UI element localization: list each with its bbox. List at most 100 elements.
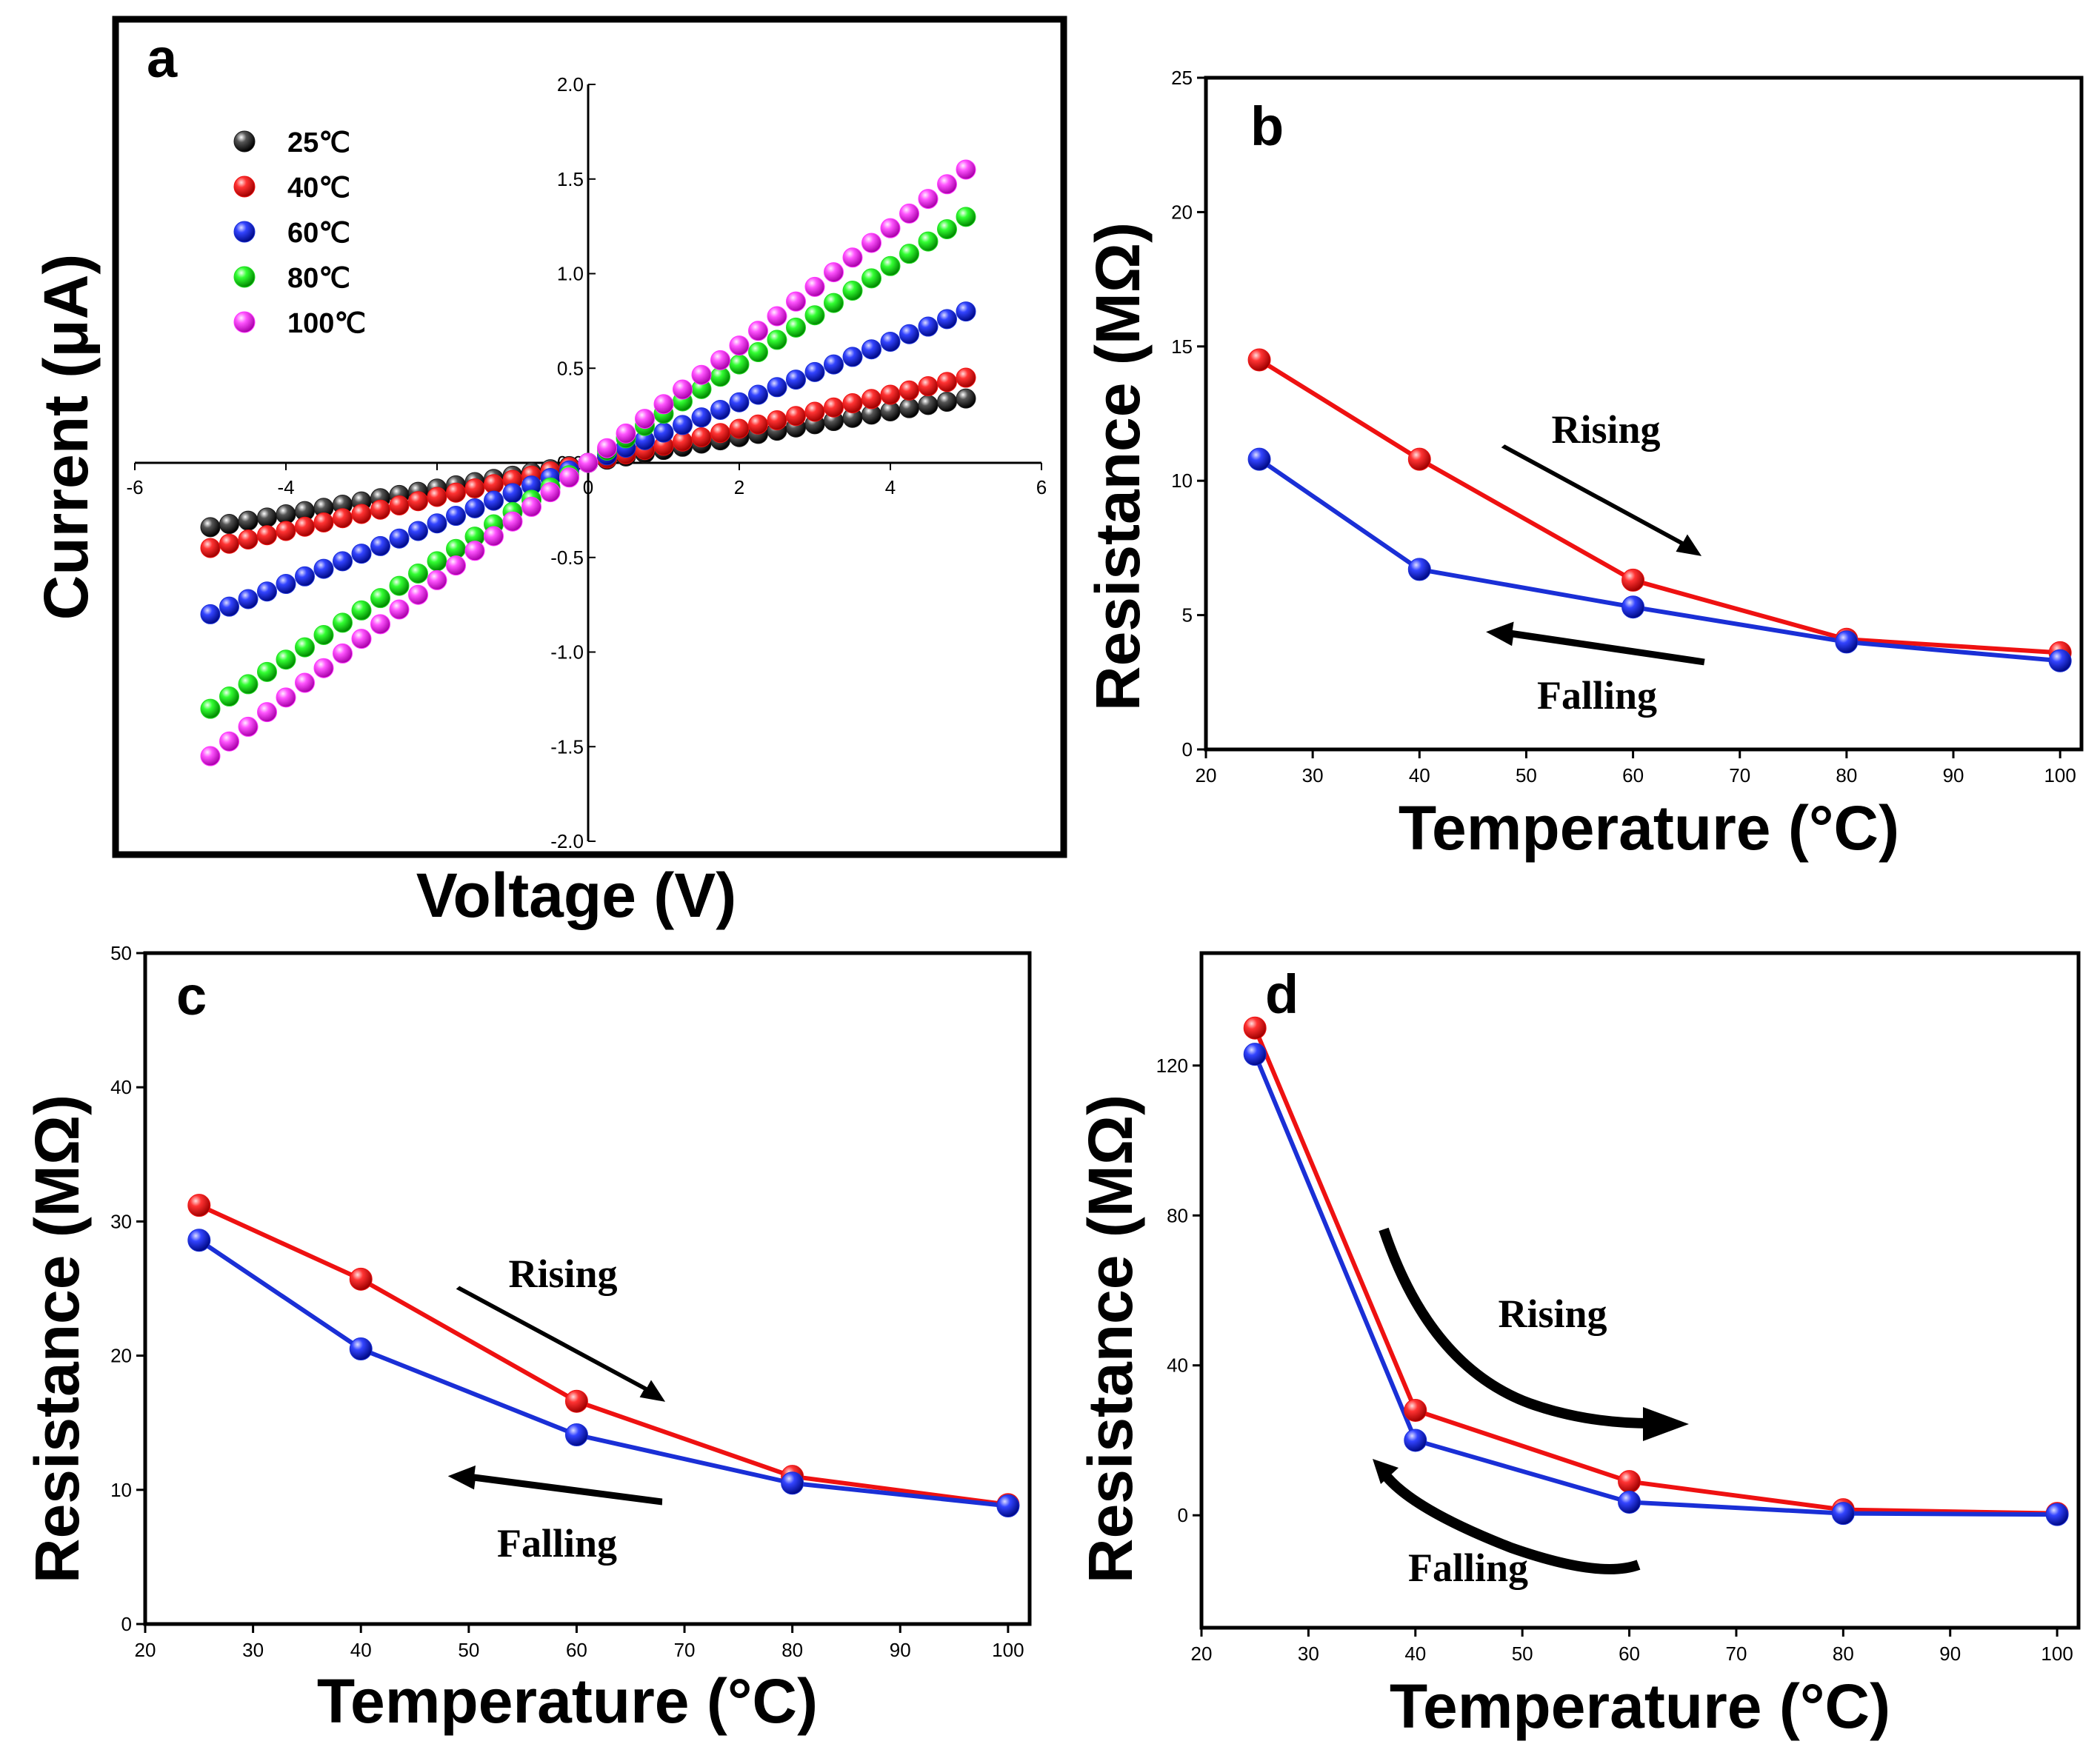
data-point <box>824 293 844 313</box>
panel-c-x-tick-label: 70 <box>674 1639 696 1661</box>
panel-a-x-tick-label: -6 <box>126 476 143 498</box>
panel-d-x-tick-label: 20 <box>1191 1643 1213 1665</box>
data-point <box>408 584 428 605</box>
panel-a-y-tick-label: -2.0 <box>550 830 584 852</box>
panel-c-y-tick-label: 10 <box>110 1479 132 1501</box>
data-point <box>427 551 447 572</box>
data-point <box>861 268 881 289</box>
panel-c-rising-label: Rising <box>508 1252 617 1296</box>
data-point <box>521 496 541 517</box>
panel-a-y-tick-label: -0.5 <box>550 547 584 569</box>
panel-b-series-falling <box>1258 457 2061 664</box>
data-point <box>899 244 919 264</box>
data-point <box>295 637 315 658</box>
legend-label: 25℃ <box>287 127 350 158</box>
panel-a-y-tick-label: 2.0 <box>557 73 584 96</box>
falling-arrow-icon <box>447 1465 663 1506</box>
data-point <box>446 506 466 527</box>
data-point <box>1407 447 1431 471</box>
data-point <box>276 521 296 541</box>
data-point <box>370 588 390 609</box>
data-point <box>1247 447 1271 471</box>
legend-label: 80℃ <box>287 263 350 294</box>
data-point <box>370 614 390 635</box>
panel-a-x-tick-label: 0 <box>583 476 593 498</box>
data-point <box>313 558 334 579</box>
data-point <box>219 514 239 535</box>
data-point <box>937 309 957 330</box>
data-point <box>1243 1016 1267 1040</box>
panel-a-x-tick-label: 2 <box>734 476 744 498</box>
panel-c-falling-label: Falling <box>497 1521 617 1566</box>
data-point <box>559 467 579 488</box>
legend-entry: 40℃ <box>233 173 350 204</box>
data-point <box>956 207 976 227</box>
data-point <box>408 563 428 584</box>
panel-b-x-tick-label: 70 <box>1729 764 1750 786</box>
data-point <box>446 482 466 503</box>
panel-c-x-tick-label: 100 <box>992 1639 1024 1661</box>
panel-b-y-tick-label: 10 <box>1171 470 1193 492</box>
data-point <box>540 482 561 503</box>
data-point <box>200 517 221 538</box>
data-point <box>880 331 901 352</box>
data-point <box>861 389 881 410</box>
panel-a-y-tick-label: 1.5 <box>557 168 584 190</box>
data-point <box>219 533 239 554</box>
legend-marker <box>233 221 256 243</box>
panel-d-markers-rising <box>1243 1016 2069 1526</box>
data-point <box>691 427 712 448</box>
panel-b-markers-falling <box>1247 447 2072 672</box>
data-point <box>351 600 372 621</box>
panel-a-series-4 <box>200 159 976 766</box>
panel-c-x-axis-title: Temperature (°C) <box>317 1666 818 1736</box>
rising-arrow-icon <box>1501 444 1702 556</box>
data-point <box>748 342 768 363</box>
data-point <box>710 350 730 370</box>
panel-d-markers-falling <box>1243 1043 2069 1526</box>
panel-d: d 20 30 40 50 60 70 80 90 100 0 40 80 120 Rising Fal… <box>1076 951 2081 1741</box>
panel-c-x-tick-label: 30 <box>242 1639 264 1661</box>
data-point <box>257 507 277 528</box>
panel-c-x-tick-label: 80 <box>781 1639 803 1661</box>
panel-d-x-tick-label: 100 <box>2041 1643 2073 1665</box>
panel-c-plot-frame <box>143 951 1032 1626</box>
panel-d-y-tick-label: 80 <box>1167 1204 1188 1226</box>
panel-a-letter: a <box>147 27 178 89</box>
data-point <box>1407 558 1431 581</box>
panel-d-x-axis-title: Temperature (°C) <box>1390 1671 1890 1741</box>
data-point <box>899 380 919 401</box>
panel-c-x-tick-label: 60 <box>566 1639 587 1661</box>
legend-marker <box>233 266 256 288</box>
data-point <box>937 391 957 412</box>
panel-b-y-tick-label: 0 <box>1182 738 1193 761</box>
data-point <box>1618 1490 1641 1514</box>
data-point <box>257 702 277 723</box>
panel-c-x-tick-label: 40 <box>350 1639 372 1661</box>
panel-b-x-tick-label: 90 <box>1943 764 1964 786</box>
data-point <box>1621 595 1645 619</box>
panel-a-y-tick-label: -1.0 <box>550 641 584 664</box>
panel-d-plot: 20 30 40 50 60 70 80 90 100 0 40 80 120 <box>1156 951 2081 1665</box>
data-point <box>880 218 901 238</box>
data-point <box>673 379 693 400</box>
panel-c-y-tick-label: 50 <box>110 942 132 964</box>
data-point <box>653 394 674 415</box>
panel-b-x-axis-title: Temperature (°C) <box>1399 793 1899 863</box>
legend-entry: 60℃ <box>233 218 350 249</box>
series-line <box>1253 1053 2058 1517</box>
panel-c-series-rising <box>198 1203 1009 1507</box>
data-point <box>351 504 372 524</box>
data-point <box>219 596 239 617</box>
data-point <box>786 406 806 427</box>
panel-c-markers-rising <box>187 1194 1020 1517</box>
data-point <box>691 407 712 428</box>
panel-b-x-tick-label: 80 <box>1836 764 1857 786</box>
panel-d-falling-label: Falling <box>1408 1546 1528 1590</box>
panel-d-arrows <box>1373 1227 1689 1574</box>
data-point <box>351 629 372 649</box>
legend-entry: 80℃ <box>233 263 350 294</box>
data-point <box>257 525 277 546</box>
data-point <box>748 384 768 405</box>
